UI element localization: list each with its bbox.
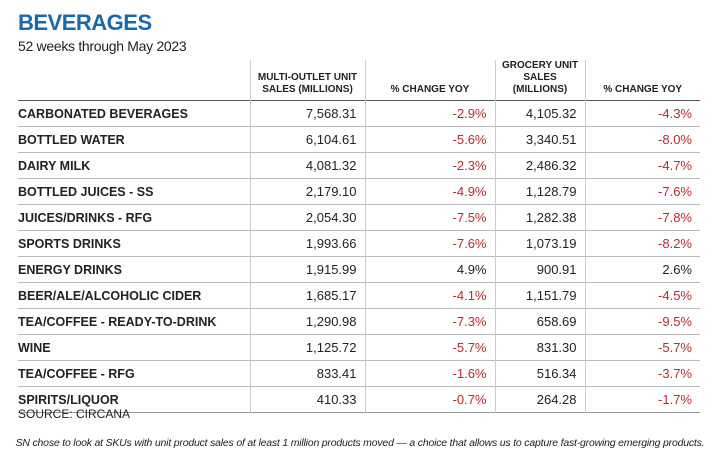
cell: 831.30 — [494, 334, 585, 361]
row-label: BEER/ALE/ALCOHOLIC CIDER — [18, 282, 250, 309]
cell: 264.28 — [494, 386, 585, 413]
table-row: BEER/ALE/ALCOHOLIC CIDER 1,685.17 -4.1% 1,1… — [18, 282, 700, 309]
cell: 1,290.98 — [249, 308, 365, 335]
table-row: TEA/COFFEE - RFG 833.41 -1.6% 516.34 -3.7% — [18, 360, 700, 387]
column-header: % CHANGE YOY — [364, 60, 495, 101]
cell: 4.9% — [364, 256, 495, 283]
cell: 1,993.66 — [249, 230, 365, 257]
table-row: BOTTLED JUICES - SS 2,179.10 -4.9% 1,128.79… — [18, 178, 700, 205]
row-label: JUICES/DRINKS - RFG — [18, 204, 250, 231]
cell: -8.0% — [584, 126, 700, 153]
cell: 658.69 — [494, 308, 585, 335]
cell: 7,568.31 — [249, 100, 365, 127]
source: SOURCE: CIRCANA — [18, 407, 131, 421]
cell: -4.5% — [584, 282, 700, 309]
table-row: ENERGY DRINKS 1,915.99 4.9% 900.91 2.6% — [18, 256, 700, 283]
row-label: DAIRY MILK — [18, 152, 250, 179]
cell: 410.33 — [249, 386, 365, 413]
row-label: SPIRITS/LIQUOR — [18, 386, 250, 413]
cell: 3,340.51 — [494, 126, 585, 153]
column-header: MULTI-OUTLET UNIT SALES (MILLIONS) — [249, 60, 365, 101]
table-body: CARBONATED BEVERAGES 7,568.31 -2.9% 4,105.3… — [18, 100, 700, 413]
cell: -8.2% — [584, 230, 700, 257]
cell: -3.7% — [584, 360, 700, 387]
cell: -2.9% — [364, 100, 495, 127]
cell: 6,104.61 — [249, 126, 365, 153]
table-row: SPIRITS/LIQUOR 410.33 -0.7% 264.28 -1.7% — [18, 386, 700, 413]
table-row: DAIRY MILK 4,081.32 -2.3% 2,486.32 -4.7% — [18, 152, 700, 179]
data-table: MULTI-OUTLET UNIT SALES (MILLIONS)% CHAN… — [18, 60, 700, 413]
cell: -2.3% — [364, 152, 495, 179]
cell: -1.7% — [584, 386, 700, 413]
cell: -9.5% — [584, 308, 700, 335]
cell: -7.8% — [584, 204, 700, 231]
row-label: WINE — [18, 334, 250, 361]
header-cell — [18, 60, 250, 101]
row-label: BOTTLED JUICES - SS — [18, 178, 250, 205]
cell: 1,915.99 — [249, 256, 365, 283]
cell: -5.7% — [364, 334, 495, 361]
cell: -7.5% — [364, 204, 495, 231]
cell: 4,105.32 — [494, 100, 585, 127]
cell: -4.3% — [584, 100, 700, 127]
table-head: MULTI-OUTLET UNIT SALES (MILLIONS)% CHAN… — [18, 60, 700, 101]
cell: 1,685.17 — [249, 282, 365, 309]
row-label: TEA/COFFEE - READY-TO-DRINK — [18, 308, 250, 335]
row-label: SPORTS DRINKS — [18, 230, 250, 257]
cell: 1,073.19 — [494, 230, 585, 257]
title: BEVERAGES — [18, 10, 152, 35]
row-label: TEA/COFFEE - RFG — [18, 360, 250, 387]
cell: -7.6% — [584, 178, 700, 205]
header-row: MULTI-OUTLET UNIT SALES (MILLIONS)% CHAN… — [18, 60, 700, 101]
cell: 2,179.10 — [249, 178, 365, 205]
cell: -4.9% — [364, 178, 495, 205]
cell: 4,081.32 — [249, 152, 365, 179]
cell: 1,151.79 — [494, 282, 585, 309]
cell: 516.34 — [494, 360, 585, 387]
cell: 833.41 — [249, 360, 365, 387]
cell: -0.7% — [364, 386, 495, 413]
cell: -5.6% — [364, 126, 495, 153]
row-label: CARBONATED BEVERAGES — [18, 106, 188, 121]
cell: 1,125.72 — [249, 334, 365, 361]
row-label: BOTTLED WATER — [18, 126, 250, 153]
cell: -7.3% — [364, 308, 495, 335]
table-row: WINE 1,125.72 -5.7% 831.30 -5.7% — [18, 334, 700, 361]
footnote: SN chose to look at SKUs with unit produ… — [15, 437, 705, 449]
table-row: TEA/COFFEE - READY-TO-DRINK 1,290.98 -7.3%… — [18, 308, 700, 335]
cell: 2,054.30 — [249, 204, 365, 231]
table-row: BOTTLED WATER 6,104.61 -5.6% 3,340.51 -8.0% — [18, 126, 700, 153]
cell: 1,282.38 — [494, 204, 585, 231]
cell: -1.6% — [364, 360, 495, 387]
cell: -7.6% — [364, 230, 495, 257]
column-header: % CHANGE YOY — [584, 60, 700, 101]
table-row: SPORTS DRINKS 1,993.66 -7.6% 1,073.19 -8.2% — [18, 230, 700, 257]
cell: -5.7% — [584, 334, 700, 361]
column-header: GROCERY UNIT SALES (MILLIONS) — [494, 60, 585, 101]
table-row: CARBONATED BEVERAGES 7,568.31 -2.9% 4,105.3… — [18, 100, 700, 127]
cell: 900.91 — [494, 256, 585, 283]
cell: 2,486.32 — [494, 152, 585, 179]
cell: 2.6% — [584, 256, 700, 283]
row-label: ENERGY DRINKS — [18, 256, 250, 283]
table-row: JUICES/DRINKS - RFG 2,054.30 -7.5% 1,282.38… — [18, 204, 700, 231]
cell: 1,128.79 — [494, 178, 585, 205]
subtitle: 52 weeks through May 2023 — [18, 38, 187, 54]
cell: -4.7% — [584, 152, 700, 179]
cell: -4.1% — [364, 282, 495, 309]
